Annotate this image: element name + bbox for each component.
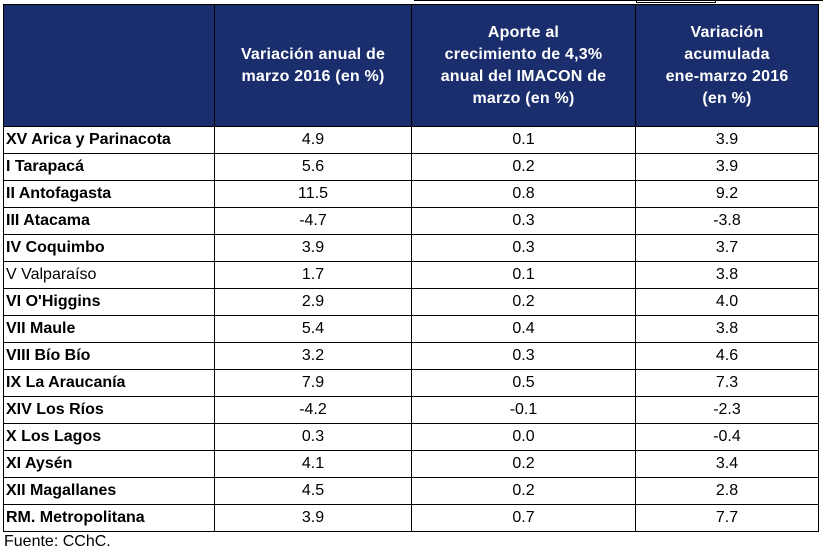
var-anual-cell: 4.1 — [214, 450, 412, 478]
var-anual-cell: 2.9 — [214, 288, 412, 316]
region-cell: VII Maule — [3, 315, 215, 343]
aporte-cell: 0.7 — [411, 504, 636, 532]
header-line: (en %) — [702, 89, 752, 107]
header-row: Variación anual de marzo 2016 (en %) Apor… — [3, 4, 819, 127]
var-anual-cell: 4.9 — [214, 126, 412, 154]
aporte-cell: 0.1 — [411, 126, 636, 154]
header-line: acumulada — [684, 45, 770, 63]
aporte-cell: 0.2 — [411, 450, 636, 478]
var-acum-cell: 3.4 — [635, 450, 819, 478]
var-acum-cell: 2.8 — [635, 477, 819, 505]
region-cell: I Tarapacá — [3, 153, 215, 181]
table-row: II Antofagasta 11.5 0.8 9.2 — [3, 180, 819, 208]
table-row: III Atacama -4.7 0.3 -3.8 — [3, 207, 819, 235]
var-acum-cell: 4.6 — [635, 342, 819, 370]
var-acum-cell: 3.9 — [635, 153, 819, 181]
region-cell: VIII Bío Bío — [3, 342, 215, 370]
aporte-cell: 0.4 — [411, 315, 636, 343]
region-cell: XV Arica y Parinacota — [3, 126, 215, 154]
var-acum-cell: 3.8 — [635, 315, 819, 343]
var-acum-cell: 3.9 — [635, 126, 819, 154]
region-cell: II Antofagasta — [3, 180, 215, 208]
table-row: XV Arica y Parinacota 4.9 0.1 3.9 — [3, 126, 819, 154]
var-anual-cell: 0.3 — [214, 423, 412, 451]
var-acum-cell: -2.3 — [635, 396, 819, 424]
aporte-cell: 0.2 — [411, 477, 636, 505]
table-row: IX La Araucanía 7.9 0.5 7.3 — [3, 369, 819, 397]
region-cell: RM. Metropolitana — [3, 504, 215, 532]
imacon-regional-table: Variación anual de marzo 2016 (en %) Apor… — [3, 4, 819, 532]
aporte-cell: 0.2 — [411, 153, 636, 181]
table-row: IV Coquimbo 3.9 0.3 3.7 — [3, 234, 819, 262]
table-body: XV Arica y Parinacota 4.9 0.1 3.9 I Tarapacá… — [3, 126, 819, 532]
table-row: X Los Lagos 0.3 0.0 -0.4 — [3, 423, 819, 451]
table-row: VI O'Higgins 2.9 0.2 4.0 — [3, 288, 819, 316]
aporte-cell: 0.0 — [411, 423, 636, 451]
top-border-mark — [636, 0, 716, 3]
var-anual-cell: 5.6 — [214, 153, 412, 181]
region-cell: VI O'Higgins — [3, 288, 215, 316]
region-cell: XIV Los Ríos — [3, 396, 215, 424]
region-cell: X Los Lagos — [3, 423, 215, 451]
var-acum-cell: 7.7 — [635, 504, 819, 532]
var-anual-cell: 3.9 — [214, 504, 412, 532]
aporte-cell: -0.1 — [411, 396, 636, 424]
header-line: crecimiento de 4,3% — [444, 45, 603, 63]
aporte-cell: 0.2 — [411, 288, 636, 316]
var-acum-cell: -3.8 — [635, 207, 819, 235]
top-border-line — [414, 0, 823, 1]
var-acum-cell: 9.2 — [635, 180, 819, 208]
region-cell: XI Aysén — [3, 450, 215, 478]
var-anual-cell: -4.7 — [214, 207, 412, 235]
header-line: Variación anual de — [240, 45, 386, 63]
aporte-cell: 0.1 — [411, 261, 636, 289]
table-row: XIV Los Ríos -4.2 -0.1 -2.3 — [3, 396, 819, 424]
header-line: marzo 2016 (en %) — [241, 67, 385, 85]
aporte-cell: 0.8 — [411, 180, 636, 208]
region-cell: III Atacama — [3, 207, 215, 235]
region-cell: V Valparaíso — [3, 261, 215, 289]
header-var-acum: Variación acumulada ene-marzo 2016 (en %) — [635, 4, 819, 127]
table-row: RM. Metropolitana 3.9 0.7 7.7 — [3, 504, 819, 532]
table-row: VIII Bío Bío 3.2 0.3 4.6 — [3, 342, 819, 370]
source-note: Fuente: CChC. — [4, 533, 111, 550]
var-acum-cell: 7.3 — [635, 369, 819, 397]
table-row: XII Magallanes 4.5 0.2 2.8 — [3, 477, 819, 505]
header-line: Aporte al — [487, 23, 560, 41]
header-line: anual del IMACON de — [440, 67, 607, 85]
var-anual-cell: 7.9 — [214, 369, 412, 397]
region-cell: IX La Araucanía — [3, 369, 215, 397]
aporte-cell: 0.5 — [411, 369, 636, 397]
var-anual-cell: 11.5 — [214, 180, 412, 208]
aporte-cell: 0.3 — [411, 234, 636, 262]
var-acum-cell: 3.7 — [635, 234, 819, 262]
var-acum-cell: 4.0 — [635, 288, 819, 316]
header-line: Variación — [690, 23, 764, 41]
region-cell: IV Coquimbo — [3, 234, 215, 262]
header-region — [3, 4, 215, 127]
aporte-cell: 0.3 — [411, 342, 636, 370]
header-line: ene-marzo 2016 — [665, 67, 789, 85]
var-anual-cell: 3.2 — [214, 342, 412, 370]
header-aporte: Aporte al crecimiento de 4,3% anual del IM… — [411, 4, 636, 127]
table-row: XI Aysén 4.1 0.2 3.4 — [3, 450, 819, 478]
header-line: marzo (en %) — [472, 89, 575, 107]
var-acum-cell: -0.4 — [635, 423, 819, 451]
table-row: I Tarapacá 5.6 0.2 3.9 — [3, 153, 819, 181]
var-anual-cell: 1.7 — [214, 261, 412, 289]
var-acum-cell: 3.8 — [635, 261, 819, 289]
aporte-cell: 0.3 — [411, 207, 636, 235]
table-row: V Valparaíso 1.7 0.1 3.8 — [3, 261, 819, 289]
var-anual-cell: -4.2 — [214, 396, 412, 424]
var-anual-cell: 5.4 — [214, 315, 412, 343]
region-cell: XII Magallanes — [3, 477, 215, 505]
header-var-anual: Variación anual de marzo 2016 (en %) — [214, 4, 412, 127]
var-anual-cell: 3.9 — [214, 234, 412, 262]
table-row: VII Maule 5.4 0.4 3.8 — [3, 315, 819, 343]
var-anual-cell: 4.5 — [214, 477, 412, 505]
